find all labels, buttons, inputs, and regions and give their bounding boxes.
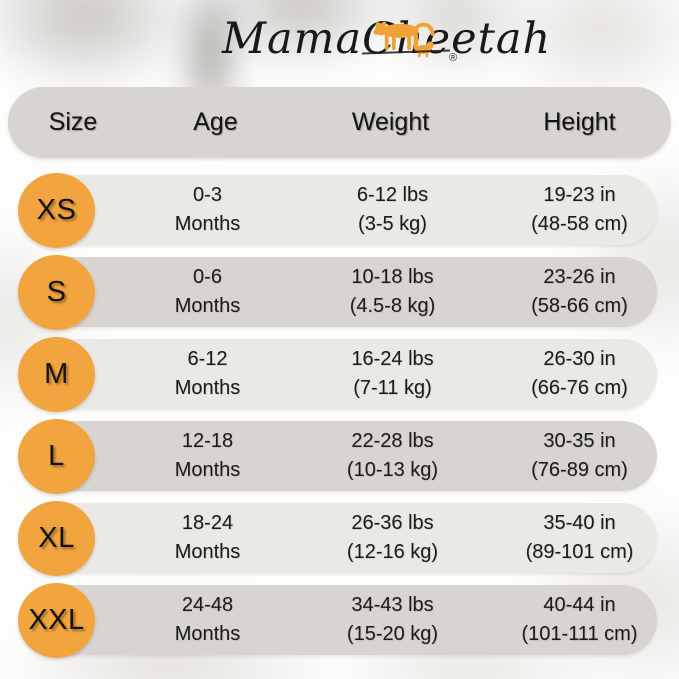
table-row-m: 6-12 Months 16-24 lbs (7-11 kg) 26-30 in… [8,337,671,412]
header-height: Height [543,108,616,136]
height-cell: 26-30 in (66-76 cm) [531,348,628,399]
weight-cell: 22-28 lbs (10-13 kg) [346,430,439,481]
size-badge-l: L [18,419,95,494]
header-age: Age [193,108,238,136]
age-cell: 0-6 Months [174,266,241,317]
table-row-xl: 18-24 Months 26-36 lbs (12-16 kg) 35-40 … [8,501,671,576]
row-pill: 18-24 Months 26-36 lbs (12-16 kg) 35-40 … [30,503,657,573]
row-pill: 24-48 Months 34-43 lbs (15-20 kg) 40-44 … [30,585,657,655]
size-badge-xxl: XXL [18,583,95,658]
table-row-xs: 0-3 Months 6-12 lbs (3-5 kg) 19-23 in (4… [8,173,671,248]
age-cell: 0-3 Months [174,184,241,235]
row-pill: 12-18 Months 22-28 lbs (10-13 kg) 30-35 … [30,421,657,491]
table-row-xxl: 24-48 Months 34-43 lbs (15-20 kg) 40-44 … [8,583,671,658]
weight-cell: 16-24 lbs (7-11 kg) [351,348,434,399]
header-size: Size [48,108,98,136]
weight-cell: 6-12 lbs (3-5 kg) [356,184,429,235]
table-row-l: 12-18 Months 22-28 lbs (10-13 kg) 30-35 … [8,419,671,494]
size-badge-s: S [18,255,95,330]
age-cell: 12-18 Months [174,430,241,481]
height-cell: 23-26 in (58-66 cm) [531,266,628,317]
age-cell: 18-24 Months [174,512,241,563]
table-row-s: 0-6 Months 10-18 lbs (4.5-8 kg) 23-26 in… [8,255,671,330]
row-pill: 0-6 Months 10-18 lbs (4.5-8 kg) 23-26 in… [30,257,657,327]
weight-cell: 26-36 lbs (12-16 kg) [346,512,439,563]
registered-mark: ® [449,52,458,64]
height-cell: 35-40 in (89-101 cm) [525,512,634,563]
height-cell: 30-35 in (76-89 cm) [531,430,628,481]
brand-logo: MamaCheetah ® [0,0,679,88]
row-pill: 6-12 Months 16-24 lbs (7-11 kg) 26-30 in… [30,339,657,409]
weight-cell: 34-43 lbs (15-20 kg) [346,594,439,645]
row-pill: 0-3 Months 6-12 lbs (3-5 kg) 19-23 in (4… [30,175,657,245]
age-cell: 24-48 Months [174,594,241,645]
weight-cell: 10-18 lbs (4.5-8 kg) [349,266,436,317]
age-cell: 6-12 Months [174,348,241,399]
table-header-row: Size Age Weight Height [8,87,671,158]
size-badge-m: M [18,337,95,412]
header-weight: Weight [351,108,430,136]
size-badge-xl: XL [18,501,95,576]
size-chart-table: Size Age Weight Height 0-3 Months 6-12 l… [8,87,671,667]
height-cell: 19-23 in (48-58 cm) [531,184,628,235]
size-badge-xs: XS [18,173,95,248]
height-cell: 40-44 in (101-111 cm) [521,594,638,645]
